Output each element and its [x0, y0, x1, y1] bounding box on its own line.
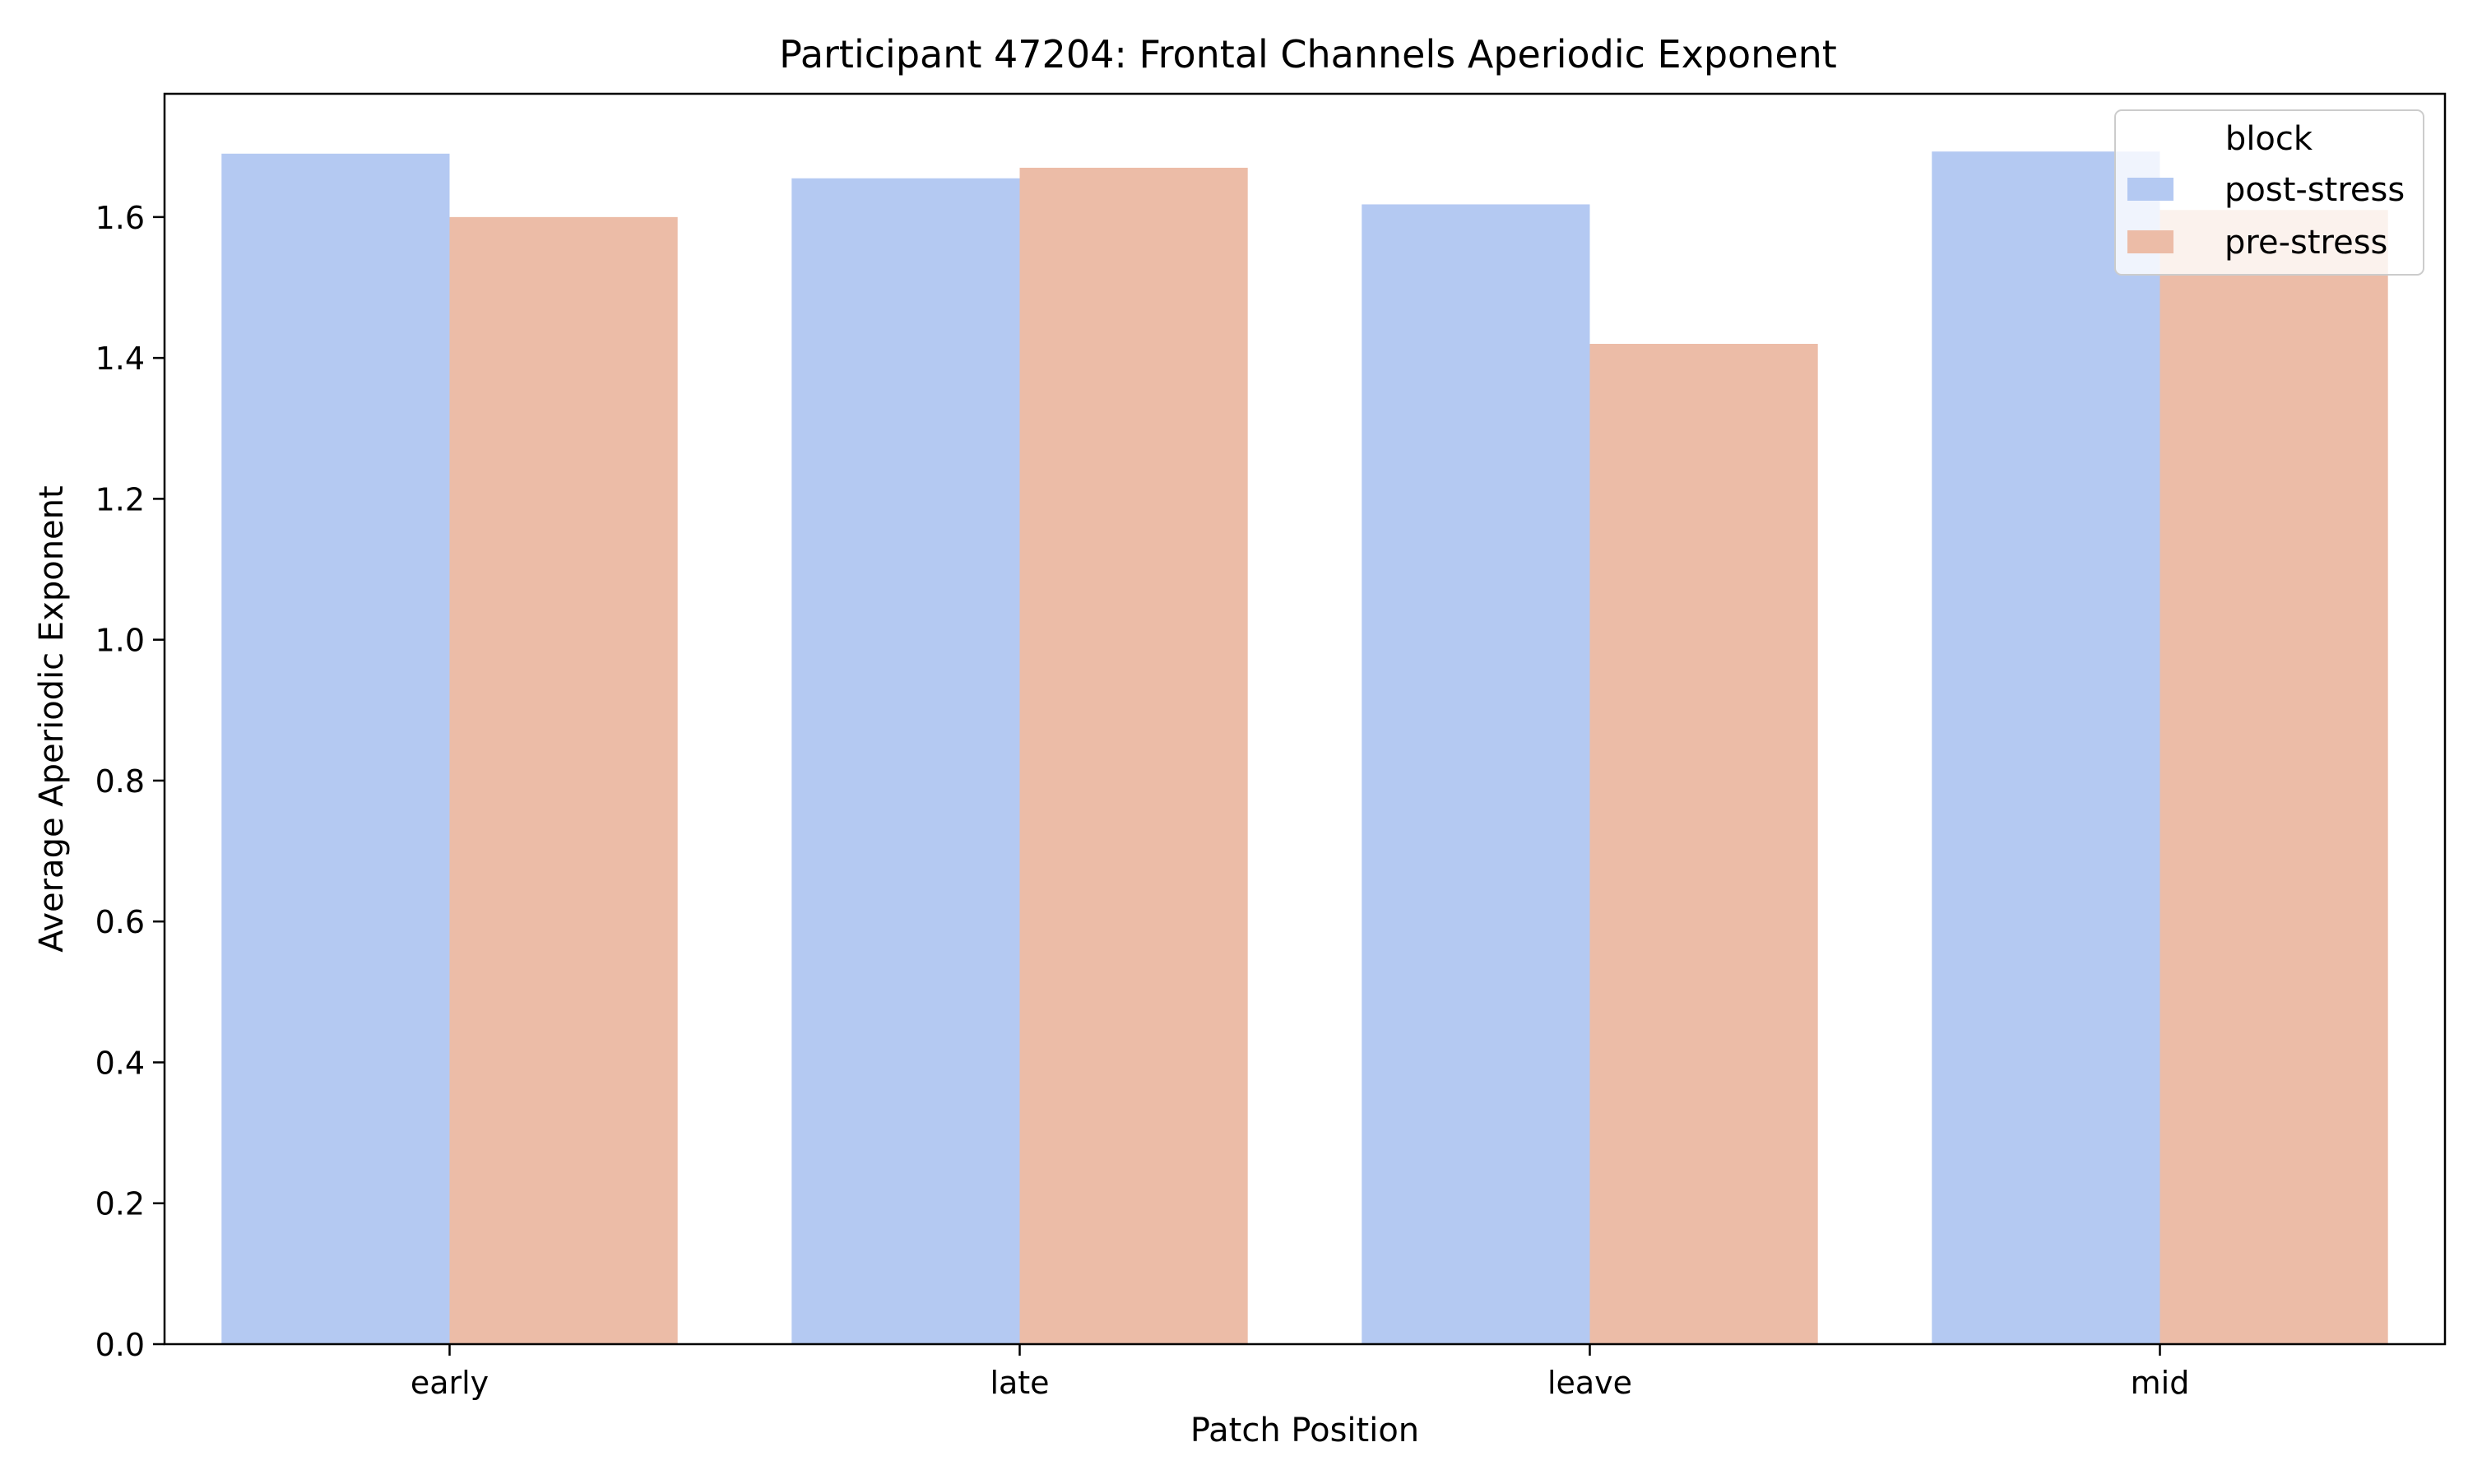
chart-title: Participant 47204: Frontal Channels Aper… [779, 32, 1837, 77]
bar-post-stress-late [791, 178, 1020, 1345]
y-tick-label: 0.8 [95, 763, 145, 800]
bar-post-stress-early [221, 153, 450, 1345]
legend-box [2114, 109, 2424, 276]
bar-pre-stress-late [1019, 167, 1248, 1344]
y-tick-label: 0.0 [95, 1327, 145, 1363]
y-tick-label: 1.4 [95, 341, 145, 377]
x-tick-label: late [990, 1365, 1049, 1401]
legend-label-pre-stress: pre-stress [2224, 224, 2387, 262]
legend-title: block [2225, 120, 2313, 158]
legend-swatch-pre-stress [2127, 230, 2173, 253]
bar-pre-stress-leave [1589, 344, 1818, 1344]
legend-label-post-stress: post-stress [2224, 171, 2405, 209]
y-tick-label: 0.6 [95, 904, 145, 940]
y-axis: 0.0 0.2 0.4 0.6 0.8 1.0 1.2 1.4 1.6 [95, 200, 165, 1363]
bar-pre-stress-mid [2160, 210, 2388, 1344]
y-tick-label: 1.0 [95, 623, 145, 659]
y-tick-label: 1.6 [95, 200, 145, 236]
x-tick-label: leave [1547, 1365, 1632, 1401]
plot-frame [163, 92, 2447, 1346]
x-axis: early late leave mid [411, 1344, 2190, 1401]
bar-pre-stress-early [449, 216, 678, 1345]
y-tick-label: 1.2 [95, 481, 145, 517]
legend-swatch-post-stress [2127, 178, 2173, 201]
x-axis-label: Patch Position [1190, 1412, 1419, 1449]
bar-post-stress-mid [1932, 151, 2160, 1344]
x-tick-label: mid [2131, 1365, 2190, 1401]
x-tick-label: early [411, 1365, 489, 1401]
y-tick-label: 0.4 [95, 1045, 145, 1081]
y-axis-label: Average Aperiodic Exponent [33, 485, 71, 952]
bars-group [221, 151, 2388, 1345]
bar-post-stress-leave [1362, 204, 1590, 1344]
y-tick-label: 0.2 [95, 1186, 145, 1222]
legend: block post-stress pre-stress [2114, 109, 2424, 276]
